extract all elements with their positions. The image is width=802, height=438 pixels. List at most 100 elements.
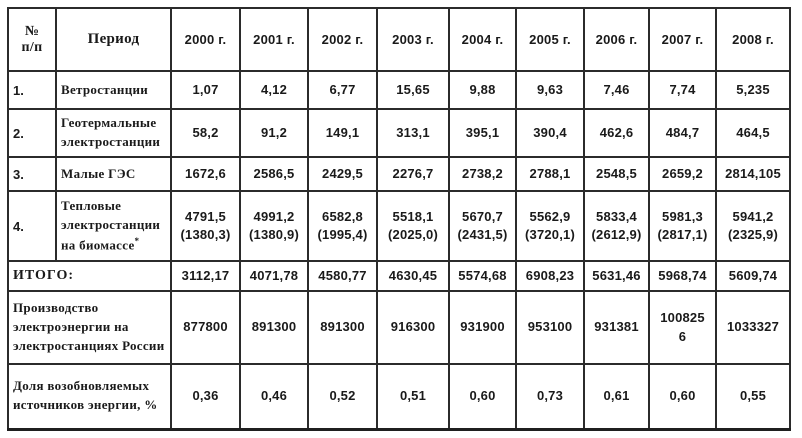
row-label-cell: Малые ГЭС: [55, 156, 172, 192]
value-cell: 931381: [583, 290, 650, 365]
value-cell: 4791,5 (1380,3): [170, 190, 241, 262]
row-label-cell: Геотермальные электростанции: [55, 108, 172, 158]
footnote-marker: *: [134, 235, 140, 246]
row-number-cell: 1.: [7, 70, 57, 110]
value-cell: 0,60: [648, 363, 717, 430]
value-cell: 0,55: [715, 363, 791, 430]
value-cell: 5981,3 (2817,1): [648, 190, 717, 262]
value-cell: 9,63: [515, 70, 585, 110]
value-cell: 2659,2: [648, 156, 717, 192]
value-cell: 7,46: [583, 70, 650, 110]
value-cell: 390,4: [515, 108, 585, 158]
value-cell: 0,51: [376, 363, 450, 430]
value-cell: 916300: [376, 290, 450, 365]
renewable-energy-table: № п/п Период 2000 г. 2001 г. 2002 г. 2003 г. 2…: [7, 7, 791, 431]
value-cell: 5518,1 (2025,0): [376, 190, 450, 262]
value-cell: 953100: [515, 290, 585, 365]
table-row: Производство электроэнергии на электрост…: [7, 290, 791, 365]
value-cell: 0,52: [307, 363, 378, 430]
value-cell: 5609,74: [715, 260, 791, 292]
value-cell: 0,73: [515, 363, 585, 430]
value-cell: 0,46: [239, 363, 309, 430]
value-cell: 2548,5: [583, 156, 650, 192]
value-cell: 464,5: [715, 108, 791, 158]
header-year-2002: 2002 г.: [307, 7, 378, 72]
value-cell: 313,1: [376, 108, 450, 158]
value-cell: 877800: [170, 290, 241, 365]
row-label: ИТОГО:: [13, 267, 75, 283]
value-cell: 462,6: [583, 108, 650, 158]
row-label-cell: ИТОГО:: [7, 260, 172, 292]
value-cell: 891300: [307, 290, 378, 365]
table-body: 1. Ветростанции 1,07 4,12 6,77 15,65 9,88 9,63 7…: [7, 70, 791, 430]
row-label: Доля возобновляемых источников энергии, …: [13, 378, 158, 413]
value-cell: 2276,7: [376, 156, 450, 192]
value-cell: 5574,68: [448, 260, 517, 292]
value-cell: 2814,105: [715, 156, 791, 192]
value-cell: 15,65: [376, 70, 450, 110]
value-cell: 2738,2: [448, 156, 517, 192]
row-label-cell: Ветростанции: [55, 70, 172, 110]
value-cell: 5670,7 (2431,5): [448, 190, 517, 262]
table-row: Доля возобновляемых источников энергии, …: [7, 363, 791, 430]
row-label: Геотермальные электростанции: [61, 115, 161, 149]
value-cell: 1672,6: [170, 156, 241, 192]
value-cell: 5,235: [715, 70, 791, 110]
value-cell: 2788,1: [515, 156, 585, 192]
value-cell: 0,60: [448, 363, 517, 430]
value-cell: 484,7: [648, 108, 717, 158]
value-cell: 91,2: [239, 108, 309, 158]
value-cell: 5562,9 (3720,1): [515, 190, 585, 262]
value-cell: 0,61: [583, 363, 650, 430]
value-cell: 58,2: [170, 108, 241, 158]
header-year-2008: 2008 г.: [715, 7, 791, 72]
table-row: 3. Малые ГЭС 1672,6 2586,5 2429,5 2276,7 2738,…: [7, 156, 791, 192]
header-year-2003: 2003 г.: [376, 7, 450, 72]
row-label: Малые ГЭС: [61, 165, 136, 181]
header-year-2000: 2000 г.: [170, 7, 241, 72]
value-cell: 2429,5: [307, 156, 378, 192]
value-cell: 100825 6: [648, 290, 717, 365]
header-year-2005: 2005 г.: [515, 7, 585, 72]
row-label: Ветростанции: [61, 81, 149, 97]
value-cell: 1033327: [715, 290, 791, 365]
row-label-cell: Доля возобновляемых источников энергии, …: [7, 363, 172, 430]
value-cell: 3112,17: [170, 260, 241, 292]
header-year-2001: 2001 г.: [239, 7, 309, 72]
value-cell: 395,1: [448, 108, 517, 158]
row-number-cell: 2.: [7, 108, 57, 158]
value-cell: 891300: [239, 290, 309, 365]
value-cell: 7,74: [648, 70, 717, 110]
value-cell: 5833,4 (2612,9): [583, 190, 650, 262]
header-year-2006: 2006 г.: [583, 7, 650, 72]
row-label: Тепловые электростанции на биомассе: [61, 198, 161, 253]
table-header: № п/п Период 2000 г. 2001 г. 2002 г. 2003 г. 2…: [7, 7, 791, 72]
row-label-cell: Тепловые электростанции на биомассе*: [55, 190, 172, 262]
value-cell: 4,12: [239, 70, 309, 110]
value-cell: 4991,2 (1380,9): [239, 190, 309, 262]
header-year-2004: 2004 г.: [448, 7, 517, 72]
value-cell: 2586,5: [239, 156, 309, 192]
row-number-cell: 3.: [7, 156, 57, 192]
value-cell: 4630,45: [376, 260, 450, 292]
value-cell: 5631,46: [583, 260, 650, 292]
value-cell: 931900: [448, 290, 517, 365]
table-row: 1. Ветростанции 1,07 4,12 6,77 15,65 9,88 9,63 7…: [7, 70, 791, 110]
value-cell: 5968,74: [648, 260, 717, 292]
value-cell: 4071,78: [239, 260, 309, 292]
table-row: 2. Геотермальные электростанции 58,2 91,2 14…: [7, 108, 791, 158]
header-year-2007: 2007 г.: [648, 7, 717, 72]
value-cell: 9,88: [448, 70, 517, 110]
table-row: 4. Тепловые электростанции на биомассе* 47…: [7, 190, 791, 262]
header-period-col: Период: [55, 7, 172, 72]
row-label-cell: Производство электроэнергии на электрост…: [7, 290, 172, 365]
value-cell: 6908,23: [515, 260, 585, 292]
value-cell: 5941,2 (2325,9): [715, 190, 791, 262]
value-cell: 6,77: [307, 70, 378, 110]
header-num-col: № п/п: [7, 7, 57, 72]
value-cell: 149,1: [307, 108, 378, 158]
value-cell: 0,36: [170, 363, 241, 430]
table-row: ИТОГО: 3112,17 4071,78 4580,77 4630,45 5574,6…: [7, 260, 791, 292]
value-cell: 1,07: [170, 70, 241, 110]
